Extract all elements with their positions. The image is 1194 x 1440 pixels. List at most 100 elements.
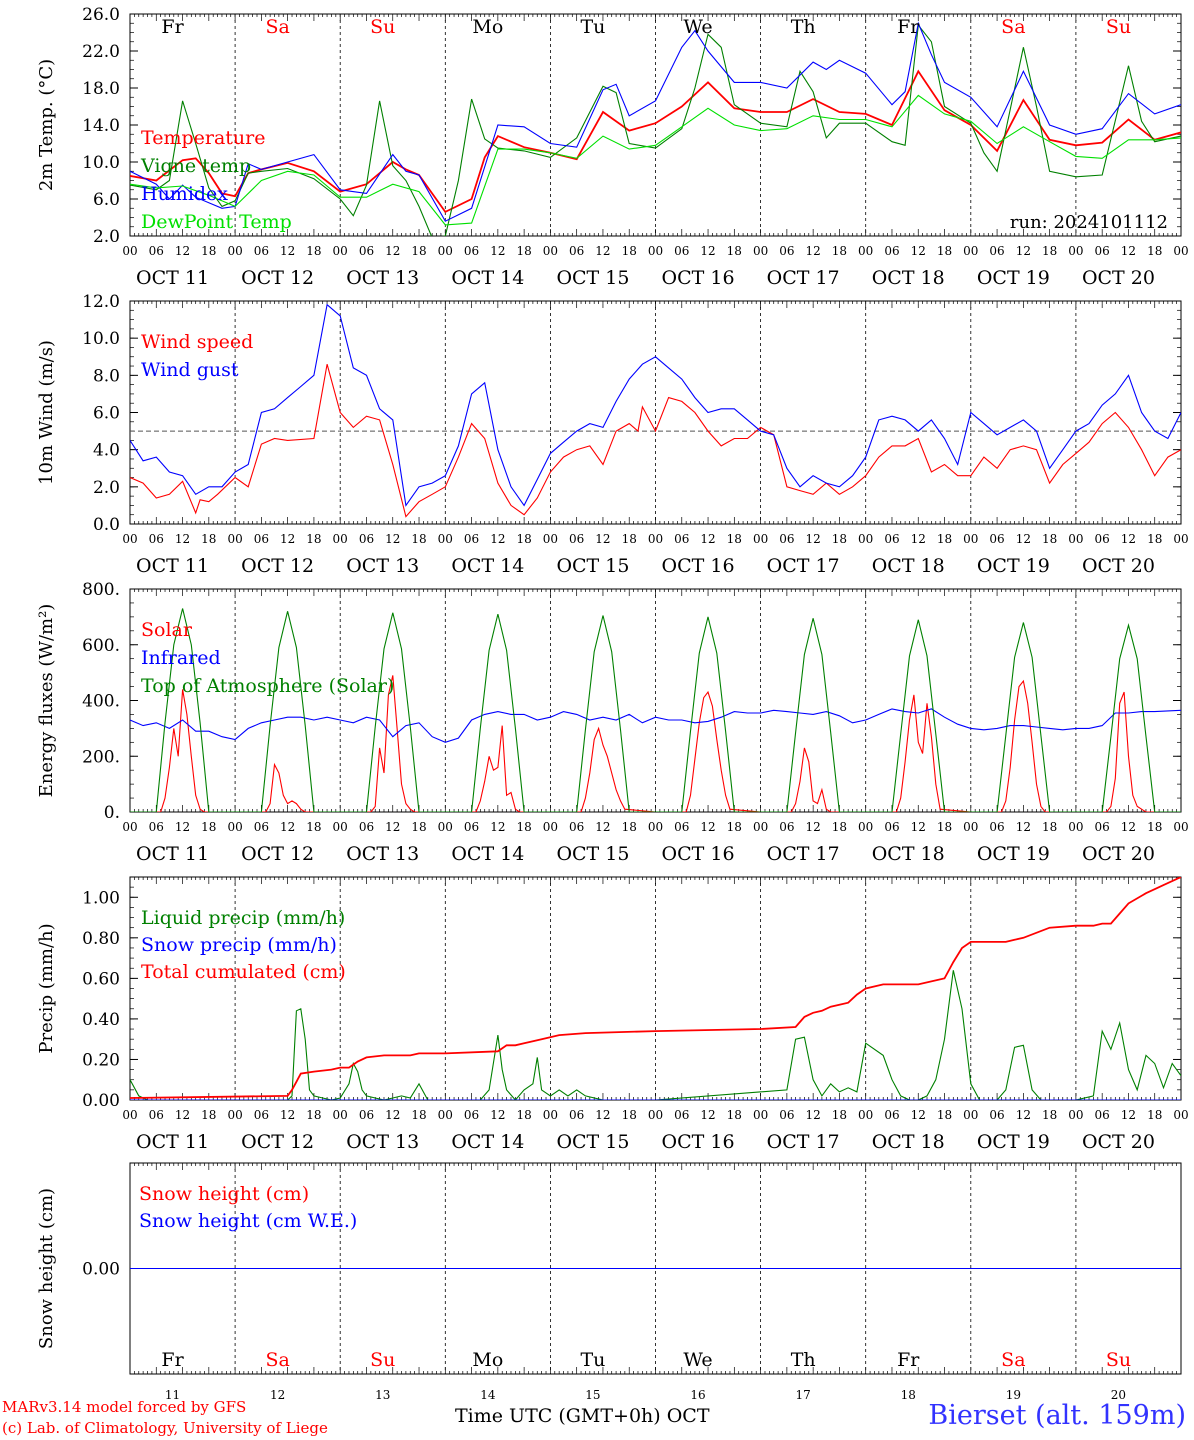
legend-entry: Snow precip (mm/h) xyxy=(141,934,337,956)
hour-label: 18 xyxy=(201,244,216,258)
hour-label: 12 xyxy=(1016,1108,1031,1122)
date-label: OCT 17 xyxy=(767,555,840,577)
panel-1: 2.0 6.0 10.0 14.0 18.0 22.0 26.0 2m Temp. (°C) T… xyxy=(36,5,1189,289)
date-label: OCT 17 xyxy=(767,267,840,289)
legend-entry: Vigne temp xyxy=(140,155,251,177)
y-tick-label: 0.40 xyxy=(82,1010,120,1030)
hour-label: 06 xyxy=(569,820,584,834)
y-tick-label: 0. xyxy=(104,803,120,823)
series-line-toa xyxy=(130,608,1181,812)
y-tick-label: 6.0 xyxy=(93,404,120,424)
hour-label: 12 xyxy=(175,244,190,258)
hour-label: 12 xyxy=(1016,820,1031,834)
date-label: OCT 14 xyxy=(451,843,524,865)
hour-label: 18 xyxy=(201,532,216,546)
weekday-label-bottom: Mo xyxy=(472,1349,503,1371)
panel-4: 0.00 0.20 0.40 0.60 0.80 1.00 Precip (mm/h) Liq… xyxy=(36,876,1189,1153)
hour-label: 18 xyxy=(201,1108,216,1122)
hour-label: 00 xyxy=(333,1108,348,1122)
y-tick-label: 18.0 xyxy=(82,79,120,99)
date-label: OCT 18 xyxy=(872,843,945,865)
hour-label: 06 xyxy=(1095,532,1110,546)
hour-label: 06 xyxy=(569,1108,584,1122)
y-axis-label: 10m Wind (m/s) xyxy=(36,340,57,485)
hour-label: 12 xyxy=(1121,244,1136,258)
hour-label: 06 xyxy=(254,1108,269,1122)
date-label: OCT 13 xyxy=(346,843,419,865)
y-tick-label: 800. xyxy=(82,580,120,600)
hour-label: 06 xyxy=(359,1108,374,1122)
hour-label: 00 xyxy=(1173,820,1188,834)
hour-label: 00 xyxy=(753,1108,768,1122)
hour-label: 12 xyxy=(1121,532,1136,546)
hour-label: 18 xyxy=(832,244,847,258)
hour-label: 00 xyxy=(438,532,453,546)
hour-label: 18 xyxy=(1147,820,1162,834)
hour-label: 00 xyxy=(543,1108,558,1122)
series-group xyxy=(130,303,1181,518)
hour-label: 00 xyxy=(963,820,978,834)
day-number-label: 20 xyxy=(1111,1388,1126,1402)
date-label: OCT 15 xyxy=(556,1131,629,1153)
hour-label: 12 xyxy=(806,244,821,258)
hour-label: 12 xyxy=(595,1108,610,1122)
series-group xyxy=(130,608,1181,812)
date-label: OCT 15 xyxy=(556,843,629,865)
hour-label: 12 xyxy=(280,1108,295,1122)
hour-label: 18 xyxy=(1042,1108,1057,1122)
hour-label: 12 xyxy=(280,532,295,546)
day-number-label: 15 xyxy=(585,1388,600,1402)
hour-label: 06 xyxy=(989,1108,1004,1122)
date-label: OCT 19 xyxy=(977,1131,1050,1153)
hour-label: 12 xyxy=(911,532,926,546)
date-label: OCT 20 xyxy=(1082,843,1155,865)
date-label: OCT 18 xyxy=(872,1131,945,1153)
hour-label: 00 xyxy=(543,244,558,258)
y-tick-label: 0.20 xyxy=(82,1050,120,1070)
weekday-label-bottom: Fr xyxy=(897,1349,920,1371)
hour-label: 00 xyxy=(1068,1108,1083,1122)
y-tick-label: 0.00 xyxy=(82,1091,120,1111)
day-number-label: 18 xyxy=(901,1388,916,1402)
weekday-label: Tu xyxy=(580,16,605,38)
hour-label: 00 xyxy=(753,820,768,834)
date-label: OCT 11 xyxy=(136,267,209,289)
date-label: OCT 11 xyxy=(136,555,209,577)
day-number-label: 11 xyxy=(165,1388,180,1402)
hour-label: 12 xyxy=(595,244,610,258)
hour-label: 00 xyxy=(333,820,348,834)
hour-label: 18 xyxy=(516,1108,531,1122)
legend-entry: Infrared xyxy=(141,647,221,669)
hour-label: 18 xyxy=(411,532,426,546)
y-tick-label: 0.80 xyxy=(82,929,120,949)
hour-label: 06 xyxy=(674,532,689,546)
y-tick-label: 6.0 xyxy=(93,190,120,210)
hour-label: 12 xyxy=(1016,532,1031,546)
hour-label: 12 xyxy=(911,820,926,834)
time-axis-label: Time UTC (GMT+0h) OCT xyxy=(455,1405,710,1427)
hour-label: 18 xyxy=(622,244,637,258)
y-tick-label: 10.0 xyxy=(82,329,120,349)
series-line-liquid xyxy=(130,970,1181,1100)
y-tick-label: 2.0 xyxy=(93,227,120,247)
lab-credit: (c) Lab. of Climatology, University of L… xyxy=(2,1419,328,1437)
hour-label: 18 xyxy=(516,820,531,834)
weekday-label-bottom: We xyxy=(683,1349,712,1371)
hour-label: 18 xyxy=(1042,532,1057,546)
hour-label: 00 xyxy=(963,1108,978,1122)
hour-label: 12 xyxy=(490,820,505,834)
hour-label: 12 xyxy=(385,244,400,258)
hour-label: 12 xyxy=(175,1108,190,1122)
hour-label: 00 xyxy=(753,244,768,258)
hour-label: 06 xyxy=(569,244,584,258)
date-label: OCT 14 xyxy=(451,555,524,577)
weekday-label: Sa xyxy=(1001,16,1025,38)
hour-label: 06 xyxy=(464,532,479,546)
y-tick-label: 0.00 xyxy=(82,1260,120,1280)
hour-label: 12 xyxy=(490,532,505,546)
hour-label: 18 xyxy=(411,244,426,258)
hour-label: 18 xyxy=(1042,820,1057,834)
date-label: OCT 11 xyxy=(136,1131,209,1153)
y-tick-label: 2.0 xyxy=(93,478,120,498)
